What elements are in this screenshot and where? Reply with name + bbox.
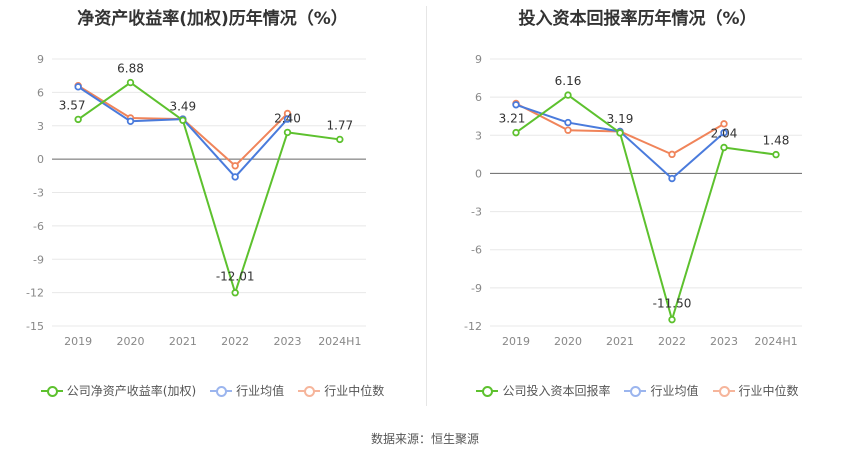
data-point-0[interactable] — [231, 289, 239, 297]
data-point-0[interactable] — [564, 91, 572, 99]
data-label: 2.40 — [274, 111, 301, 125]
data-label: 3.19 — [607, 112, 634, 126]
roic-chart-plot: 9 6 3 0 -3 -6 -9 -12 2019 2020 2021 2022 2023 2024H1 3… — [464, 53, 802, 348]
data-point-1[interactable] — [283, 115, 292, 123]
y-tick-label: 6 — [475, 91, 482, 104]
legend-item-industry-average[interactable]: 行业均值 — [624, 382, 699, 399]
data-label: 1.77 — [326, 118, 353, 132]
legend-label: 行业均值 — [236, 384, 285, 398]
data-point-0[interactable] — [283, 128, 292, 137]
legend-label: 公司净资产收益率(加权) — [66, 384, 197, 398]
data-point-2[interactable] — [720, 120, 728, 128]
roe-chart-plot: 9 6 3 0 -3 -6 -9 -12 -15 2019 2020 2021 2022 2023 2024… — [26, 53, 366, 348]
data-point-0[interactable] — [772, 150, 780, 159]
x-tick-label: 2020 — [117, 335, 145, 348]
data-point-1[interactable] — [668, 174, 676, 183]
y-tick-label: -12 — [464, 320, 482, 333]
data-point-1[interactable] — [720, 129, 728, 137]
legend-label: 行业中位数 — [324, 384, 385, 398]
data-source-note: 数据来源：恒生聚源 — [370, 432, 479, 446]
x-tick-label: 2024H1 — [318, 335, 361, 348]
x-tick-label: 2021 — [606, 335, 634, 348]
data-point-0[interactable] — [668, 315, 676, 324]
x-tick-label: 2023 — [710, 335, 738, 348]
roe-chart-title: 净资产收益率(加权)历年情况（%） — [77, 9, 348, 29]
x-tick-label: 2022 — [658, 335, 686, 348]
roic-chart-panel: 投入资本回报率历年情况（%） 9 6 3 0 -3 -6 -9 -12 2019 2020 2021… — [425, 0, 850, 410]
series-line-0 — [515, 94, 777, 321]
data-point-1[interactable] — [126, 117, 135, 125]
roe-chart-panel: 净资产收益率(加权)历年情况（%） 9 6 3 0 -3 -6 -9 -12 -15 2019 20… — [0, 0, 425, 410]
legend-item-company-roe[interactable]: 公司净资产收益率(加权) — [40, 382, 197, 399]
y-tick-label: 3 — [37, 120, 44, 133]
data-label: 2.04 — [711, 126, 738, 140]
data-point-0[interactable] — [616, 129, 624, 137]
data-label: 6.16 — [555, 74, 582, 88]
data-label: -12.01 — [216, 270, 255, 284]
data-label: 3.49 — [169, 99, 196, 113]
series-line-0 — [77, 81, 340, 294]
data-point-0[interactable] — [336, 135, 344, 144]
y-tick-label: 9 — [37, 53, 44, 66]
y-tick-label: -9 — [33, 253, 44, 266]
y-tick-label: 6 — [37, 86, 44, 99]
y-tick-label: -15 — [26, 320, 44, 333]
y-tick-label: -6 — [471, 244, 482, 257]
legend-item-industry-median[interactable]: 行业中位数 — [298, 382, 384, 399]
x-tick-label: 2022 — [221, 335, 249, 348]
roic-legend: 公司投入资本回报率 行业均值 行业中位数 — [425, 382, 850, 399]
y-tick-label: 3 — [475, 129, 482, 142]
legend-item-industry-average[interactable]: 行业均值 — [210, 382, 284, 399]
x-tick-label: 2023 — [274, 335, 302, 348]
y-tick-label: -12 — [26, 287, 44, 300]
roe-legend: 公司净资产收益率(加权) 行业均值 行业中位数 — [0, 382, 425, 399]
y-tick-label: 0 — [37, 153, 44, 166]
legend-label: 行业中位数 — [738, 384, 799, 398]
y-tick-label: -3 — [471, 206, 482, 219]
data-point-0[interactable] — [126, 78, 135, 87]
data-point-2[interactable] — [231, 162, 239, 170]
y-tick-label: -3 — [33, 187, 44, 200]
x-tick-label: 2021 — [169, 335, 197, 348]
legend-item-industry-median[interactable]: 行业中位数 — [712, 382, 799, 399]
x-tick-label: 2019 — [64, 335, 92, 348]
data-label: 6.88 — [117, 62, 144, 76]
y-tick-label: 9 — [475, 53, 482, 66]
y-tick-label: -6 — [33, 220, 44, 233]
x-tick-label: 2020 — [554, 335, 582, 348]
legend-item-company-roic[interactable]: 公司投入资本回报率 — [476, 382, 610, 399]
data-point-1[interactable] — [512, 101, 520, 109]
data-label: 3.21 — [499, 112, 526, 126]
roic-chart-title: 投入资本回报率历年情况（%） — [518, 9, 757, 29]
data-point-0[interactable] — [720, 143, 728, 152]
data-point-1[interactable] — [74, 83, 82, 91]
data-point-2[interactable] — [668, 150, 676, 159]
data-label: 3.57 — [59, 98, 86, 112]
data-point-2[interactable] — [564, 126, 572, 134]
data-point-0[interactable] — [74, 115, 82, 124]
y-tick-label: 0 — [475, 167, 482, 180]
data-point-0[interactable] — [179, 116, 187, 124]
data-point-1[interactable] — [231, 173, 239, 181]
data-label: -11.50 — [653, 297, 692, 311]
data-label: 1.48 — [763, 134, 790, 148]
legend-label: 行业均值 — [650, 384, 699, 398]
data-point-1[interactable] — [564, 118, 572, 127]
panel-divider — [426, 6, 427, 406]
x-tick-label: 2024H1 — [754, 335, 797, 348]
y-tick-label: -9 — [471, 282, 482, 295]
x-tick-label: 2019 — [502, 335, 530, 348]
data-point-0[interactable] — [512, 128, 520, 137]
legend-label: 公司投入资本回报率 — [502, 384, 611, 398]
